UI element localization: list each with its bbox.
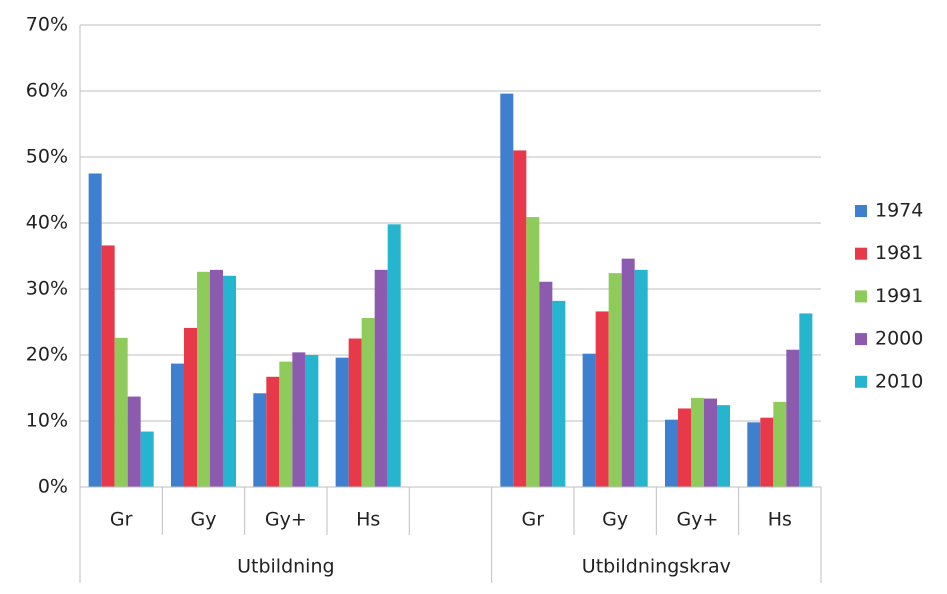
y-tick-label: 50%: [26, 146, 68, 168]
x-tick-label: Hs: [768, 509, 792, 531]
bar: [773, 401, 787, 487]
bar: [292, 352, 306, 487]
bar: [500, 93, 514, 487]
x-tick-label: Gr: [110, 509, 133, 531]
bar: [786, 349, 800, 487]
x-tick-label: Gy: [602, 509, 628, 531]
bar: [114, 337, 128, 487]
group-label: Utbildning: [237, 556, 334, 578]
legend-label: 1981: [875, 242, 923, 264]
bar: [513, 150, 527, 487]
legend-swatch: [855, 205, 867, 217]
bar: [183, 327, 197, 487]
bar: [799, 313, 813, 487]
bar: [279, 361, 293, 487]
bar: [335, 357, 349, 487]
bar: [305, 355, 319, 487]
x-tick-label: Gy: [191, 509, 217, 531]
bar: [196, 271, 211, 487]
bar: [704, 398, 718, 487]
bar: [348, 338, 362, 487]
bar: [552, 300, 566, 487]
bar: [223, 275, 237, 487]
y-tick-label: 0%: [38, 476, 68, 498]
y-tick-label: 40%: [26, 212, 68, 234]
y-tick-label: 10%: [26, 410, 68, 432]
y-tick-label: 60%: [26, 80, 68, 102]
bar: [387, 224, 401, 487]
bar: [690, 397, 705, 487]
legend-swatch: [855, 290, 867, 303]
legend-label: 2000: [875, 328, 923, 350]
x-tick-label: Gy+: [677, 509, 719, 531]
legend-label: 2010: [875, 370, 923, 392]
bar: [253, 393, 267, 487]
bar: [677, 408, 691, 487]
bar: [210, 269, 224, 487]
bar: [526, 217, 540, 487]
y-tick-label: 20%: [26, 344, 68, 366]
bar: [170, 363, 184, 487]
bar: [374, 269, 388, 487]
bar: [608, 273, 622, 487]
bar: [127, 396, 141, 487]
bar: [747, 422, 761, 487]
bar: [266, 376, 280, 487]
bar: [582, 353, 596, 487]
bar: [361, 318, 375, 487]
bar: [717, 405, 731, 487]
y-tick-label: 70%: [26, 14, 68, 36]
bar: [101, 245, 115, 487]
group-label: Utbildningskrav: [582, 556, 731, 578]
legend-swatch: [855, 375, 867, 388]
x-tick-label: Gr: [522, 509, 545, 531]
bar: [621, 258, 635, 487]
bar: [634, 269, 648, 487]
x-tick-label: Gy+: [265, 509, 307, 531]
bar: [140, 431, 154, 487]
bar: [539, 281, 553, 487]
bar: [664, 419, 678, 487]
y-tick-label: 30%: [26, 278, 68, 300]
bar: [88, 173, 102, 487]
legend-label: 1991: [875, 285, 923, 307]
bar: [595, 311, 609, 487]
bar: [760, 417, 774, 487]
x-tick-label: Hs: [356, 509, 380, 531]
legend-swatch: [855, 247, 867, 260]
legend-label: 1974: [875, 200, 923, 222]
legend-swatch: [855, 333, 867, 346]
